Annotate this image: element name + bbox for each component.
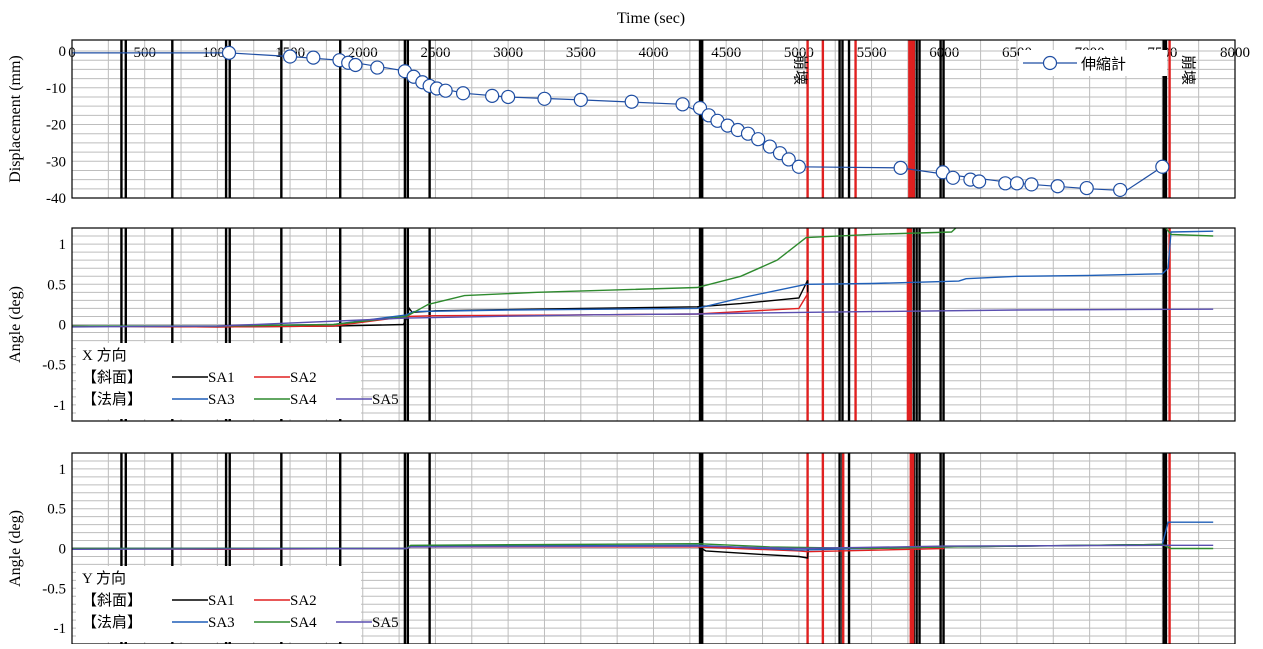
data-point-marker xyxy=(751,132,766,147)
legend-group-label: 【法肩】 xyxy=(82,391,142,408)
series-line-sa5 xyxy=(72,544,1214,550)
collapse-annotation: 崩壊 xyxy=(1180,55,1197,85)
data-point-marker xyxy=(221,45,237,60)
legend-title: X 方向 xyxy=(82,347,127,364)
angle-y-panel: 1 0.5 0 -0.5 -1 Angle (deg) Y 方向【斜面】【法肩】 SA1 SA2… xyxy=(7,452,1236,645)
legend-title: Y 方向 xyxy=(82,570,126,587)
legend-label: SA3 xyxy=(208,615,235,631)
data-point-marker xyxy=(455,86,471,101)
data-point-marker xyxy=(306,50,321,65)
legend-group-label: 【斜面】 xyxy=(82,592,142,609)
data-point-marker xyxy=(781,152,796,167)
event-lines xyxy=(120,40,1171,198)
angle-x-panel: 1 0.5 0 -0.5 -1 Angle (deg) X 方向【斜面】【法肩】 SA1 SA2… xyxy=(7,227,1236,422)
data-point-marker xyxy=(791,159,806,174)
series-line-sa3 xyxy=(72,230,1214,327)
legend-label: SA4 xyxy=(290,615,317,631)
legend-box xyxy=(76,343,361,419)
y-tick-label: -1 xyxy=(54,621,67,637)
data-point-marker xyxy=(624,94,639,109)
legend-label: SA5 xyxy=(372,615,399,631)
data-point-marker xyxy=(370,60,385,75)
legend-group-label: 【斜面】 xyxy=(82,369,142,386)
series-layer xyxy=(72,521,1214,559)
series-line-sa4 xyxy=(72,228,1214,327)
y-tick-label: -0.5 xyxy=(42,581,66,597)
data-point-marker xyxy=(573,92,588,107)
data-point-marker xyxy=(893,160,908,175)
legend-label: SA1 xyxy=(208,370,235,386)
y-tick-label: 1 xyxy=(59,237,67,253)
series-line-sa5 xyxy=(72,308,1214,328)
data-point-marker xyxy=(348,57,363,73)
y-tick-label: -1 xyxy=(54,398,67,414)
data-point-marker xyxy=(537,91,552,106)
legend-group-label: 【法肩】 xyxy=(82,614,142,631)
data-point-marker xyxy=(762,139,777,154)
legend-label: SA5 xyxy=(372,392,399,408)
legend-box xyxy=(76,566,361,642)
x-axis-title: Time (sec) xyxy=(617,10,685,27)
data-point-marker xyxy=(1024,177,1039,192)
y-tick-label: -30 xyxy=(46,154,66,170)
y-tick-label: 0.5 xyxy=(47,277,66,293)
legend-label: SA2 xyxy=(290,593,317,609)
legend-label: SA3 xyxy=(208,392,235,408)
y-axis-title: Angle (deg) xyxy=(7,510,24,587)
y-tick-label: -40 xyxy=(46,191,66,207)
series-layer xyxy=(72,45,1170,198)
y-tick-label: 0 xyxy=(59,318,67,334)
event-lines xyxy=(120,228,1171,421)
legend-marker xyxy=(1042,55,1058,71)
data-point-marker xyxy=(675,97,690,112)
data-point-marker xyxy=(485,88,500,103)
data-point-marker xyxy=(1079,180,1094,196)
data-point-marker xyxy=(1113,182,1128,198)
y-tick-label: -0.5 xyxy=(42,358,66,374)
data-point-marker xyxy=(945,170,961,185)
plot-frame xyxy=(71,227,1236,422)
legend-label: SA4 xyxy=(290,392,317,408)
data-point-marker xyxy=(282,49,298,64)
legend-label: SA2 xyxy=(290,370,317,386)
y-axis-title: Displacement (mm) xyxy=(7,55,24,183)
plot-frame xyxy=(71,39,1236,199)
collapse-annotation: 崩壊 xyxy=(792,55,809,85)
y-tick-label: 0.5 xyxy=(47,502,66,518)
y-tick-label: 0 xyxy=(59,44,67,60)
y-axis-title: Angle (deg) xyxy=(7,286,24,363)
legend-label: SA1 xyxy=(208,593,235,609)
data-point-marker xyxy=(501,89,516,105)
data-point-marker xyxy=(972,174,987,189)
data-point-marker xyxy=(1155,159,1170,174)
series-layer xyxy=(72,228,1214,328)
displacement-panel: 0 -10 -20 -30 -40 Displacement (mm) 伸縮計 崩壊 崩壊 xyxy=(7,39,1236,207)
y-tick-label: 0 xyxy=(59,542,67,558)
y-tick-label: -10 xyxy=(46,81,66,97)
legend-label: 伸縮計 xyxy=(1081,56,1126,73)
y-tick-label: -20 xyxy=(46,118,66,134)
y-tick-label: 1 xyxy=(59,462,67,478)
data-point-marker xyxy=(1009,176,1025,191)
data-point-marker xyxy=(438,83,453,98)
data-point-marker xyxy=(1050,179,1065,194)
